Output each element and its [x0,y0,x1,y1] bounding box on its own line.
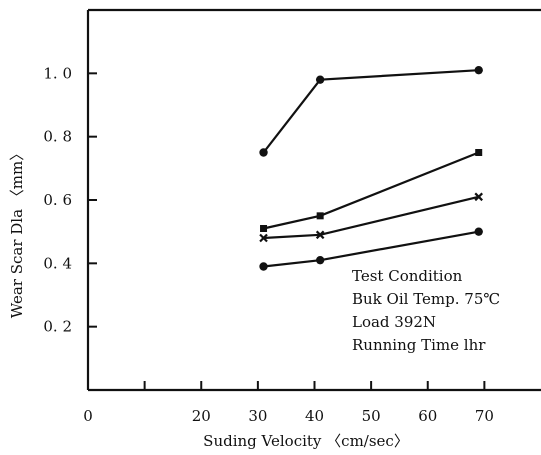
x-tick-label: 30 [248,407,267,425]
x-tick-label: 0 [83,407,93,425]
series-line [263,195,479,240]
x-tick-label: 40 [305,407,324,425]
note-line: Test Condition [352,267,463,285]
x-axis-ticks: 0 20 30 40 50 60 70 [83,381,494,425]
series-line [262,69,479,154]
x-axis-title: Suding Velocity 〈cm/sec〉 [203,432,409,450]
y-tick-label: 0. 2 [43,318,72,336]
test-condition-note: Test Condition Buk Oil Temp. 75℃ Load 392N… [352,267,500,354]
x-tick-label: 50 [362,407,381,425]
data-point [315,75,325,84]
note-line: Buk Oil Temp. 75℃ [352,290,500,308]
note-line: Running Time lhr [352,336,486,354]
y-tick-label: 0. 4 [43,254,72,272]
series-group [259,65,483,271]
x-tick-label: 60 [418,407,437,425]
x-tick-label: 70 [475,407,494,425]
data-point [315,255,325,265]
data-point [315,230,325,240]
y-axis-ticks: 0. 2 0. 4 0. 6 0. 8 1. 0 [43,64,97,336]
series-line [263,151,480,230]
data-point [259,148,268,157]
data-point [316,212,324,220]
series-4 [259,227,483,271]
data-point [474,192,483,202]
data-point [474,227,483,236]
data-point [259,233,268,243]
data-point [259,262,268,271]
series-2 [260,149,483,232]
series-1 [259,65,483,157]
y-tick-label: 1. 0 [43,64,72,82]
data-point [474,65,483,75]
data-point [260,225,268,232]
data-point [475,149,483,156]
y-tick-label: 0. 8 [43,128,72,146]
y-tick-label: 0. 6 [43,191,72,209]
note-line: Load 392N [352,313,436,331]
plot-frame [86,8,541,392]
x-tick-label: 20 [192,407,211,425]
y-axis-title: Wear Scar Dla 〈mm〉 [8,146,26,319]
series-3 [259,192,483,243]
